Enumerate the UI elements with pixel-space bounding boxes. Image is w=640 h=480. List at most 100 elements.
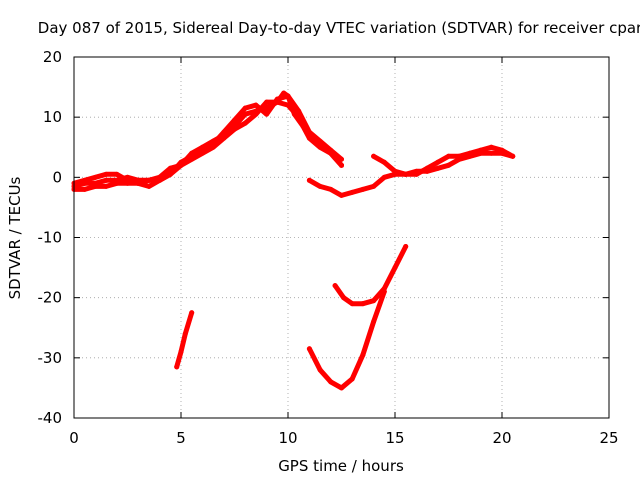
data-point — [413, 171, 419, 177]
x-tick-label: 0 — [69, 429, 79, 447]
data-point — [371, 183, 377, 189]
data-point — [82, 177, 88, 183]
data-point — [328, 150, 334, 156]
x-tick-label: 25 — [599, 429, 618, 447]
series-line-arc-e — [306, 289, 387, 391]
data-point — [339, 192, 344, 198]
data-point — [264, 99, 270, 105]
series-line-arc-d — [174, 310, 195, 370]
data-point — [157, 174, 163, 180]
data-point — [306, 346, 312, 352]
y-tick-label: 0 — [52, 168, 62, 186]
data-point — [478, 147, 484, 153]
data-point — [317, 367, 323, 373]
data-point — [146, 177, 152, 183]
data-point — [281, 90, 287, 96]
data-point — [232, 117, 237, 123]
x-axis-label: GPS time / hours — [278, 457, 404, 475]
data-point — [264, 111, 270, 117]
data-point — [371, 153, 377, 159]
data-point — [488, 144, 494, 150]
data-point — [135, 180, 141, 186]
data-point — [114, 171, 120, 177]
data-point — [371, 298, 377, 304]
data-point — [403, 244, 409, 250]
data-point — [381, 174, 387, 180]
data-point — [371, 319, 377, 325]
data-point — [253, 111, 259, 117]
data-point — [360, 186, 366, 192]
data-point — [510, 153, 516, 159]
data-point — [232, 126, 237, 132]
data-point — [341, 295, 347, 301]
data-point — [167, 165, 173, 171]
data-point — [435, 165, 441, 171]
data-point — [328, 379, 334, 385]
data-point — [221, 135, 227, 141]
data-point — [189, 156, 195, 162]
data-series — [71, 90, 516, 391]
y-axis-label: SDTVAR / TECUs — [6, 176, 24, 299]
y-tick-label: 20 — [43, 48, 62, 66]
y-tick-label: 10 — [43, 108, 62, 126]
data-point — [392, 168, 398, 174]
data-point — [381, 286, 387, 292]
x-tick-label: 5 — [176, 429, 186, 447]
x-tick-label: 15 — [385, 429, 404, 447]
chart-title: Day 087 of 2015, Sidereal Day-to-day VTE… — [38, 19, 640, 37]
data-point — [92, 183, 98, 189]
x-tick-label: 20 — [492, 429, 511, 447]
data-point — [103, 177, 109, 183]
data-point — [178, 349, 184, 355]
y-tick-label: -40 — [38, 409, 63, 427]
data-point — [349, 376, 355, 382]
data-point — [167, 171, 173, 177]
data-point — [381, 159, 387, 165]
data-point — [339, 385, 344, 391]
axis-ticks — [73, 56, 610, 419]
data-point — [242, 105, 248, 111]
data-point — [392, 265, 398, 271]
data-point — [317, 183, 323, 189]
y-tick-label: -30 — [38, 349, 63, 367]
data-point — [317, 141, 323, 147]
y-tick-label: -20 — [38, 289, 63, 307]
data-point — [92, 174, 98, 180]
data-point — [349, 301, 355, 307]
data-point — [253, 102, 259, 108]
data-point — [360, 301, 366, 307]
data-point — [488, 150, 494, 156]
data-point — [446, 162, 451, 168]
y-tick-labels: -40 -30 -20 -10 0 10 20 — [38, 48, 63, 427]
grid-lines — [74, 57, 609, 418]
data-point — [285, 102, 291, 108]
data-point — [403, 171, 409, 177]
data-point — [221, 129, 227, 135]
data-point — [332, 283, 338, 289]
series-line-arc-a2 — [71, 93, 344, 189]
data-point — [360, 352, 366, 358]
data-point — [199, 150, 205, 156]
data-point — [103, 171, 109, 177]
data-point — [210, 144, 216, 150]
data-point — [306, 177, 312, 183]
data-point — [456, 153, 462, 159]
data-point — [296, 114, 302, 120]
data-point — [435, 159, 441, 165]
data-point — [182, 331, 188, 337]
data-point — [328, 186, 334, 192]
x-tick-label: 10 — [278, 429, 297, 447]
series-line-arc-f — [332, 244, 409, 307]
data-point — [189, 310, 195, 316]
data-point — [285, 93, 291, 99]
data-point — [349, 189, 355, 195]
data-point — [82, 186, 88, 192]
data-point — [306, 132, 312, 138]
y-tick-label: -10 — [38, 229, 63, 247]
data-point — [274, 99, 280, 105]
data-point — [178, 162, 184, 168]
data-point — [446, 153, 451, 159]
data-point — [339, 162, 344, 168]
data-point — [114, 180, 120, 186]
